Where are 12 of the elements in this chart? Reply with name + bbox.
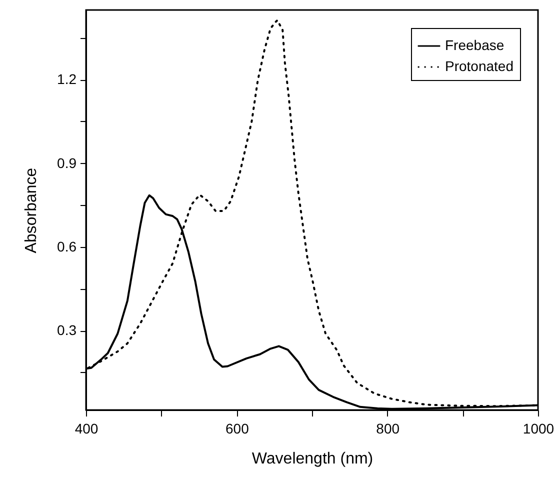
y-tick-label: 0.6	[57, 238, 77, 254]
x-tick-label: 800	[376, 420, 400, 436]
x-tick-label: 400	[74, 420, 98, 436]
y-tick-label: 1.2	[57, 71, 77, 88]
x-tick-label: 1000	[522, 420, 554, 436]
y-tick-label: 0.9	[57, 154, 77, 171]
x-tick-label: 600	[225, 420, 250, 436]
legend-label: Protonated	[445, 58, 514, 74]
legend-label: Freebase	[445, 37, 504, 53]
x-axis-title: Wavelength (nm)	[252, 450, 374, 468]
y-axis-title: Absorbance	[23, 168, 40, 254]
y-tick-label: 0.3	[57, 322, 77, 338]
